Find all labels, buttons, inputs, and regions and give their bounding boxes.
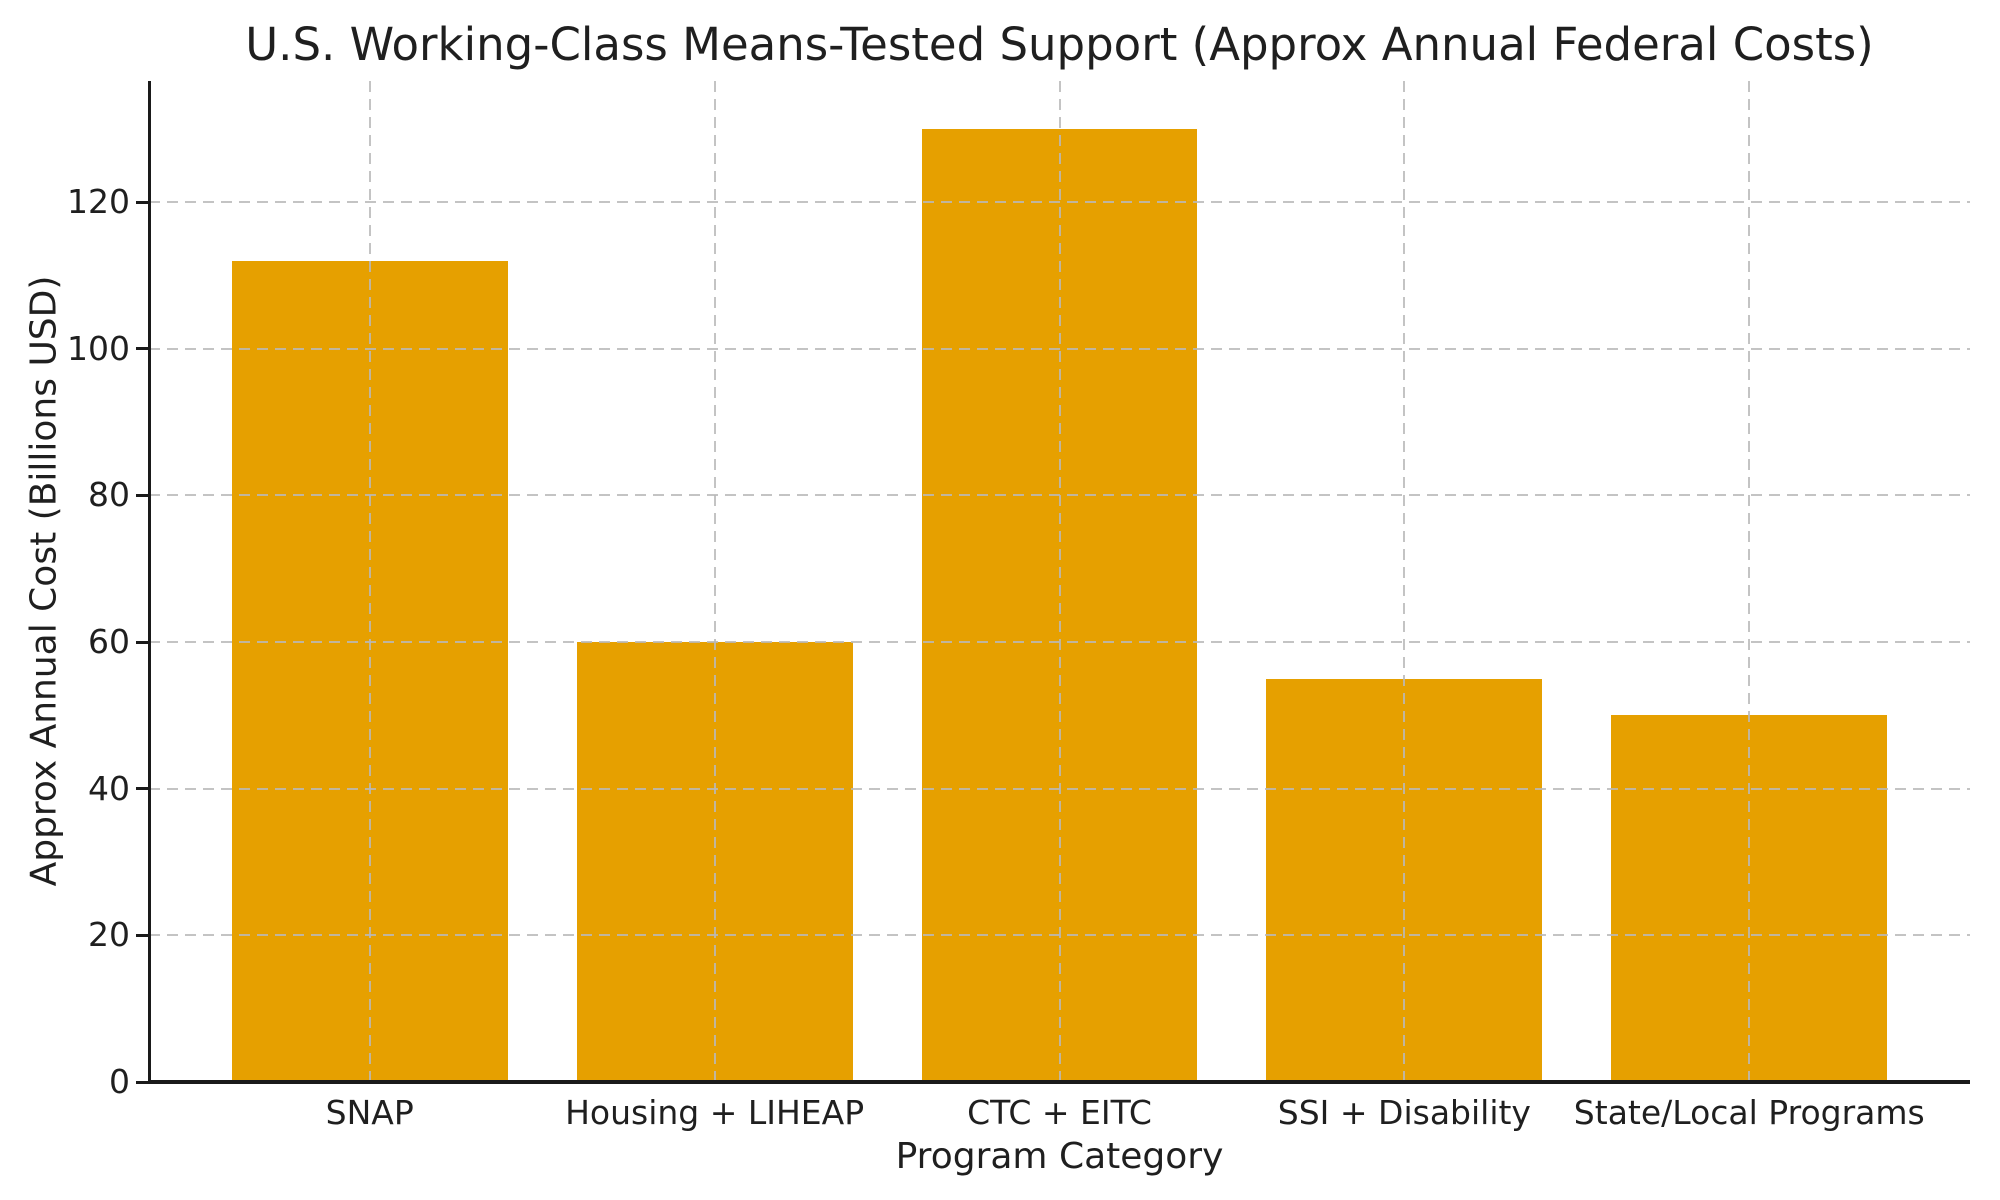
- y-tick-mark-40: [136, 787, 149, 791]
- v-gridline-4: [1748, 81, 1751, 1082]
- x-axis-label: Program Category: [895, 1136, 1224, 1177]
- x-tick-label-2: CTC + EITC: [967, 1093, 1152, 1132]
- y-tick-label-100: 100: [67, 328, 130, 368]
- y-tick-mark-100: [136, 347, 149, 351]
- v-gridline-3: [1403, 81, 1406, 1082]
- v-gridline-0: [368, 81, 371, 1082]
- v-gridline-1: [713, 81, 716, 1082]
- y-tick-label-20: 20: [88, 915, 130, 955]
- chart-title: U.S. Working-Class Means-Tested Support …: [245, 18, 1874, 71]
- y-tick-mark-20: [136, 933, 149, 937]
- v-gridline-2: [1058, 81, 1061, 1082]
- x-tick-label-4: State/Local Programs: [1573, 1093, 1925, 1132]
- x-tick-label-3: SSI + Disability: [1277, 1093, 1531, 1132]
- y-tick-label-120: 120: [67, 182, 130, 221]
- plot-area: [148, 81, 1970, 1084]
- y-axis-spine: [148, 81, 151, 1082]
- y-tick-mark-80: [136, 493, 149, 497]
- y-tick-mark-0: [136, 1080, 149, 1084]
- y-tick-label-80: 80: [88, 475, 130, 515]
- y-tick-mark-120: [136, 200, 149, 204]
- x-tick-label-0: SNAP: [325, 1093, 414, 1132]
- y-tick-label-40: 40: [88, 768, 130, 808]
- gridlines-layer: [149, 81, 1970, 1082]
- y-tick-mark-60: [136, 640, 149, 644]
- y-tick-label-0: 0: [109, 1062, 130, 1101]
- y-tick-label-60: 60: [88, 622, 130, 661]
- x-tick-label-1: Housing + LIHEAP: [565, 1093, 865, 1132]
- x-axis-line: [148, 1080, 1970, 1084]
